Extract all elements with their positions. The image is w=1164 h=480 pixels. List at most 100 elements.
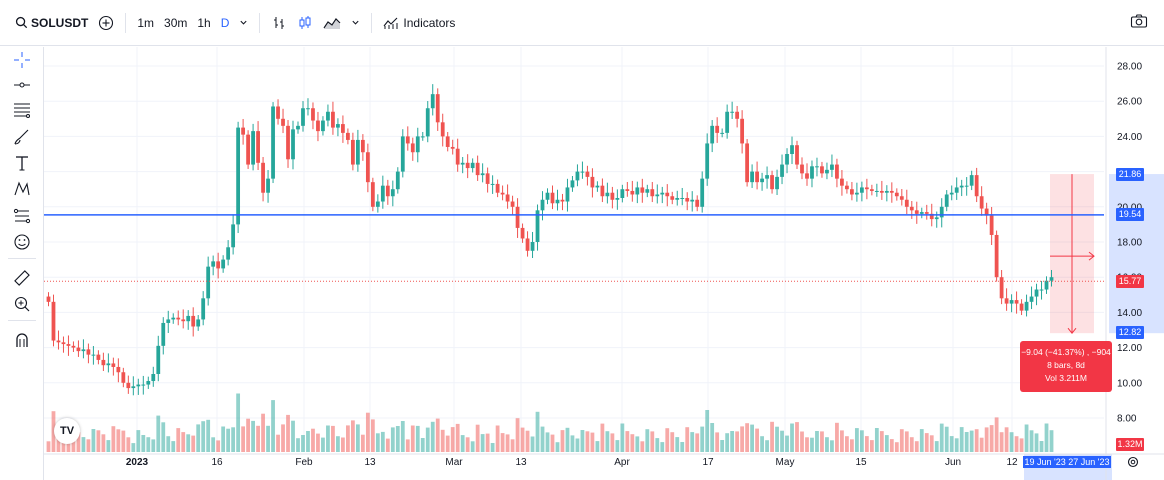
trend-line-tool[interactable] (11, 74, 33, 96)
chart-canvas[interactable]: 28.0026.0024.0022.0020.0018.0016.0014.00… (44, 47, 1164, 480)
candle-body (71, 345, 76, 348)
candle-body (186, 315, 191, 322)
candle-body (86, 349, 91, 355)
measure-bottom-price-label: 12.82 (1116, 326, 1144, 339)
candle (96, 350, 101, 365)
candle-body (840, 178, 844, 186)
candle-body (181, 319, 186, 322)
candle-body (760, 178, 764, 183)
snapshot-button[interactable] (1130, 13, 1148, 32)
candle (520, 223, 525, 243)
candle (715, 117, 720, 143)
crosshair-tool[interactable] (11, 49, 33, 71)
candles-icon (299, 15, 311, 29)
candle-body (845, 185, 849, 190)
candle-body (276, 106, 280, 119)
axis-settings-button[interactable] (1126, 455, 1140, 474)
candle (430, 84, 435, 116)
pattern-tool[interactable] (11, 178, 33, 200)
volume-bar (565, 427, 570, 452)
volume-bar (959, 427, 964, 452)
measure-tool[interactable] (11, 205, 33, 227)
candle-body (520, 227, 525, 239)
toolbar-divider (371, 12, 373, 33)
candle-body (595, 185, 600, 188)
candle (216, 252, 221, 279)
candle-body (500, 192, 505, 195)
candle (440, 113, 445, 147)
volume-bar (116, 429, 121, 452)
volume-bar (550, 434, 555, 452)
candle-body (515, 206, 520, 228)
candle-body (765, 175, 769, 179)
interval-1m[interactable]: 1m (132, 10, 159, 36)
candle-body (101, 359, 106, 366)
area-style-button[interactable] (318, 10, 346, 36)
volume-bar (984, 427, 989, 452)
candle (685, 192, 690, 211)
volume-bar (740, 426, 745, 452)
candle (755, 161, 759, 190)
candle-body (256, 131, 260, 163)
candle (745, 139, 750, 187)
volume-bar (680, 442, 685, 452)
ruler-tool[interactable] (11, 267, 33, 289)
candle-body (266, 178, 270, 193)
emoji-tool[interactable] (11, 231, 33, 253)
candle-body (735, 111, 740, 119)
candle (645, 184, 650, 198)
interval-1h[interactable]: 1h (192, 10, 215, 36)
candles-style-button[interactable] (292, 10, 318, 36)
zoom-in-tool[interactable] (11, 293, 33, 315)
tradingview-logo[interactable]: TV (54, 418, 80, 444)
fib-tool[interactable] (11, 99, 33, 121)
date-range-label: 19 Jun '23 27 Jun '23 (1023, 456, 1111, 468)
volume-bar (735, 431, 740, 452)
interval-d[interactable]: D (216, 10, 235, 36)
candle (385, 179, 390, 205)
volume-bar (181, 432, 186, 452)
interval-30m[interactable]: 30m (159, 10, 192, 36)
measure-icon (13, 208, 31, 224)
interval-dropdown[interactable] (234, 10, 253, 36)
candle (775, 169, 779, 196)
candle (1004, 288, 1009, 311)
candle (670, 191, 675, 205)
candle-body (889, 190, 894, 193)
candle-body (281, 118, 285, 126)
candle (420, 132, 425, 141)
candle (121, 367, 126, 388)
volume-bar (216, 440, 221, 452)
text-tool[interactable] (11, 152, 33, 174)
compare-button[interactable] (93, 10, 119, 36)
candle (181, 309, 186, 329)
candle-body (750, 171, 754, 183)
candle (106, 353, 111, 373)
volume-bar (176, 428, 181, 452)
volume-bar (355, 424, 360, 452)
magnet-tool[interactable] (11, 329, 33, 351)
bars-style-button[interactable] (266, 10, 292, 36)
symbol-search[interactable]: SOLUSDT (10, 10, 93, 36)
volume-bar (510, 439, 515, 452)
volume-bar (570, 435, 575, 452)
candle-body (939, 206, 944, 218)
candle (555, 189, 560, 211)
volume-bar (350, 420, 355, 452)
candle (600, 178, 605, 203)
candle-body (146, 381, 151, 385)
volume-bar (206, 419, 211, 452)
volume-bar (625, 431, 630, 452)
candle (346, 128, 350, 145)
brush-tool[interactable] (11, 126, 33, 148)
volume-bar (281, 424, 285, 452)
indicators-button[interactable]: Indicators (378, 10, 460, 36)
candle-body (221, 259, 226, 269)
candle-body (989, 215, 994, 235)
volume-bar (1039, 441, 1044, 452)
chart-type-dropdown[interactable] (346, 10, 365, 36)
volume-bar (316, 433, 320, 452)
candle-body (306, 108, 310, 110)
price-tick-label: 8.00 (1117, 414, 1137, 425)
volume-bar (136, 430, 141, 452)
